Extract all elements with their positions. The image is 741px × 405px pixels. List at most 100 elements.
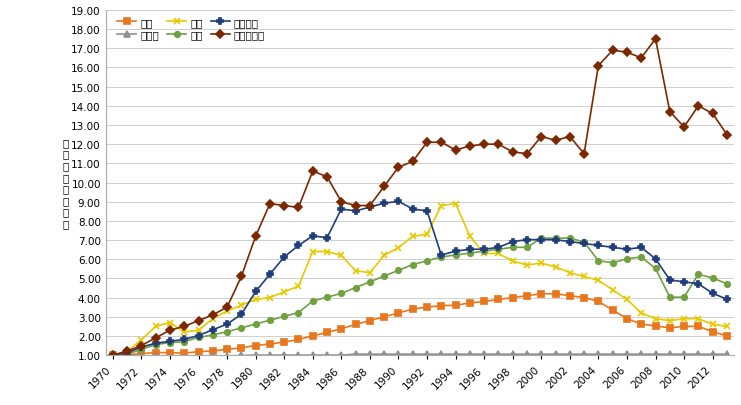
化学 <box>665 326 674 330</box>
医薬品 <box>508 352 517 357</box>
化学 <box>251 343 260 348</box>
医薬品 <box>180 354 189 359</box>
化学 <box>237 345 246 350</box>
医薬品 <box>622 352 631 357</box>
機械 <box>708 276 717 281</box>
医薬品 <box>280 353 289 358</box>
医薬品 <box>579 352 588 357</box>
医薬品 <box>208 354 217 359</box>
化学 <box>494 297 503 302</box>
化学 <box>679 324 688 329</box>
電気機器 <box>679 280 688 285</box>
電気機器 <box>508 239 517 244</box>
化学 <box>365 318 374 323</box>
輸送用機器 <box>608 49 617 53</box>
鉄銃 <box>451 202 460 207</box>
機械 <box>679 295 688 300</box>
化学 <box>479 299 488 304</box>
医薬品 <box>551 352 560 357</box>
化学 <box>337 326 346 331</box>
医薬品 <box>365 352 374 357</box>
機械 <box>408 262 417 267</box>
電気機器 <box>365 205 374 210</box>
化学 <box>637 322 645 327</box>
機械 <box>465 251 474 256</box>
電気機器 <box>437 253 446 258</box>
医薬品 <box>694 352 702 357</box>
電気機器 <box>379 201 388 206</box>
化学 <box>294 337 303 342</box>
機械 <box>194 335 203 340</box>
鉄銃 <box>294 284 303 289</box>
輸送用機器 <box>494 143 503 147</box>
医薬品 <box>294 353 303 358</box>
化学 <box>308 334 317 339</box>
電気機器 <box>351 209 360 214</box>
鉄銃 <box>579 274 588 279</box>
電気機器 <box>180 337 189 342</box>
機械 <box>594 259 603 264</box>
医薬品 <box>565 352 574 357</box>
電気機器 <box>422 209 431 214</box>
電気機器 <box>451 249 460 254</box>
化学 <box>422 305 431 310</box>
Line: 輸送用機器: 輸送用機器 <box>110 37 730 358</box>
鉄銃 <box>365 271 374 275</box>
鉄銃 <box>722 324 731 329</box>
医薬品 <box>465 352 474 357</box>
医薬品 <box>222 354 231 358</box>
化学 <box>708 329 717 334</box>
医薬品 <box>722 352 731 357</box>
化学 <box>594 299 603 304</box>
医薬品 <box>337 353 346 358</box>
電気機器 <box>536 238 545 243</box>
化学 <box>351 322 360 327</box>
鉄銃 <box>337 253 346 258</box>
輸送用機器 <box>508 150 517 155</box>
医薬品 <box>494 352 503 357</box>
電気機器 <box>237 312 246 317</box>
化学 <box>551 292 560 296</box>
電気機器 <box>551 238 560 243</box>
医薬品 <box>536 352 545 357</box>
機械 <box>422 259 431 264</box>
化学 <box>208 349 217 354</box>
鉄銃 <box>522 263 531 268</box>
医薬品 <box>379 352 388 357</box>
化学 <box>394 311 403 315</box>
輸送用機器 <box>222 305 231 310</box>
化学 <box>508 295 517 300</box>
電気機器 <box>294 243 303 248</box>
輸送用機器 <box>365 204 374 209</box>
輸送用機器 <box>337 200 346 205</box>
鉄銃 <box>265 295 274 300</box>
鉄銃 <box>322 249 331 254</box>
電気機器 <box>280 255 289 260</box>
鉄銃 <box>394 246 403 251</box>
医薬品 <box>194 354 203 359</box>
鉄銃 <box>508 259 517 264</box>
医薬品 <box>251 353 260 358</box>
Line: 鉄銃: 鉄銃 <box>110 200 731 359</box>
機械 <box>622 257 631 262</box>
電気機器 <box>694 281 702 286</box>
医薬品 <box>123 353 132 358</box>
化学 <box>180 351 189 356</box>
医薬品 <box>679 352 688 357</box>
化学 <box>622 316 631 321</box>
輸送用機器 <box>208 313 217 318</box>
機械 <box>208 333 217 337</box>
電気機器 <box>194 333 203 338</box>
化学 <box>222 347 231 352</box>
輸送用機器 <box>322 175 331 180</box>
機械 <box>394 268 403 273</box>
輸送用機器 <box>265 202 274 207</box>
輸送用機器 <box>594 64 603 69</box>
機械 <box>337 291 346 296</box>
鉄銃 <box>565 271 574 275</box>
鉄銃 <box>651 316 660 321</box>
医薬品 <box>351 352 360 357</box>
輸送用機器 <box>194 318 203 323</box>
輸送用機器 <box>708 112 717 117</box>
機械 <box>665 295 674 300</box>
